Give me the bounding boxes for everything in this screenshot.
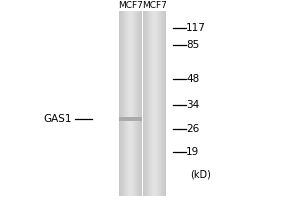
Bar — [139, 11, 140, 196]
Bar — [161, 11, 162, 196]
Bar — [149, 11, 150, 196]
Bar — [125, 11, 126, 196]
Text: 34: 34 — [186, 100, 199, 110]
Bar — [145, 11, 146, 196]
Bar — [163, 11, 164, 196]
Text: 19: 19 — [186, 147, 199, 157]
Bar — [146, 11, 147, 196]
Bar — [119, 11, 120, 196]
Bar — [140, 11, 141, 196]
Bar — [119, 117, 142, 121]
Bar — [127, 11, 128, 196]
Bar — [161, 11, 163, 196]
Bar — [129, 11, 130, 196]
Bar — [143, 11, 144, 196]
Bar — [160, 11, 161, 196]
Bar — [157, 11, 158, 196]
Bar — [155, 11, 156, 196]
Bar — [122, 11, 123, 196]
Bar — [136, 11, 137, 196]
Bar — [162, 11, 163, 196]
Bar — [151, 11, 152, 196]
Bar — [165, 11, 166, 196]
Bar — [147, 11, 148, 196]
Bar — [134, 11, 135, 196]
Bar — [141, 11, 142, 196]
Bar — [152, 11, 153, 196]
Text: (kD): (kD) — [190, 170, 212, 180]
Bar — [134, 11, 135, 196]
Text: 48: 48 — [186, 74, 199, 84]
Text: 117: 117 — [186, 23, 206, 33]
Text: GAS1: GAS1 — [44, 114, 72, 124]
Bar — [141, 11, 142, 196]
Bar — [158, 11, 159, 196]
Bar — [137, 11, 138, 196]
Bar — [153, 11, 154, 196]
Bar — [130, 11, 131, 196]
Text: 26: 26 — [186, 124, 199, 134]
Bar — [133, 11, 134, 196]
Bar — [137, 11, 139, 196]
Bar — [158, 11, 159, 196]
Bar — [131, 11, 132, 196]
Bar — [128, 11, 129, 196]
Bar — [164, 11, 165, 196]
Bar — [120, 11, 122, 196]
Bar — [154, 11, 155, 196]
Bar — [120, 11, 121, 196]
Bar — [154, 11, 156, 196]
Bar — [148, 11, 149, 196]
Bar — [130, 11, 132, 196]
Bar — [156, 11, 157, 196]
Text: MCF7: MCF7 — [142, 1, 167, 10]
Bar — [135, 11, 136, 196]
Bar — [126, 11, 127, 196]
Text: MCF7: MCF7 — [118, 1, 143, 10]
Bar — [121, 11, 122, 196]
Bar — [123, 11, 124, 196]
Bar — [138, 11, 139, 196]
Bar — [144, 11, 145, 196]
Text: 85: 85 — [186, 40, 199, 50]
Bar — [132, 11, 133, 196]
Bar — [165, 11, 166, 196]
Bar — [124, 11, 125, 196]
Bar — [144, 11, 145, 196]
Bar — [159, 11, 160, 196]
Bar — [150, 11, 151, 196]
